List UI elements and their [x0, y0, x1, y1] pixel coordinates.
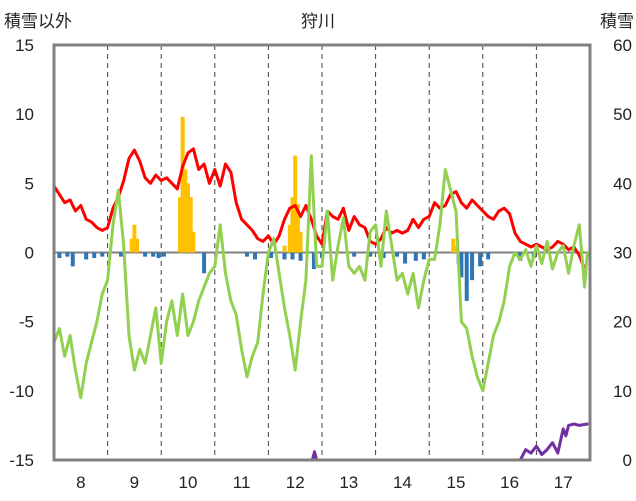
bar-s3-9 — [156, 252, 161, 259]
left-axis-label: 積雪以外 — [4, 12, 72, 31]
bar-s3-20 — [352, 252, 357, 257]
bar-s2-5 — [183, 169, 188, 253]
bar-s3-4 — [92, 252, 97, 259]
bar-s3-31 — [478, 252, 483, 267]
bar-s3-26 — [421, 252, 426, 260]
bar-s3-23 — [395, 252, 400, 257]
x-tick-label: 16 — [500, 473, 519, 492]
bar-s3-24 — [403, 252, 408, 264]
right-tick-label: 40 — [613, 174, 632, 193]
bar-s2-1 — [132, 224, 137, 253]
left-tick-label: -15 — [9, 451, 34, 470]
bar-s3-2 — [70, 252, 75, 267]
bar-s2-8 — [191, 231, 196, 253]
x-tick-label: 11 — [233, 473, 251, 492]
bar-s2-7 — [188, 197, 193, 253]
bar-s3-14 — [269, 252, 274, 259]
chart-title: 狩川 — [301, 12, 335, 31]
x-tick-label: 14 — [393, 473, 412, 492]
x-tick-label: 13 — [339, 473, 358, 492]
bar-s3-28 — [459, 252, 464, 278]
bar-s3-30 — [470, 252, 475, 281]
bar-s3-22 — [381, 252, 386, 259]
bar-s3-10 — [161, 252, 166, 257]
bar-s2-13 — [295, 204, 300, 253]
left-tick-label: -10 — [9, 382, 34, 401]
x-tick-label: 8 — [76, 473, 85, 492]
bar-s3-8 — [151, 252, 156, 257]
bar-s2-4 — [180, 116, 185, 253]
series-line-1 — [52, 154, 589, 400]
bar-s3-18 — [311, 252, 316, 270]
bar-s2-15 — [451, 238, 456, 253]
bar-s2-9 — [282, 245, 287, 253]
bar-s3-32 — [486, 252, 491, 260]
x-tick-label: 9 — [130, 473, 139, 492]
bar-s3-17 — [298, 252, 303, 261]
x-tick-label: 15 — [447, 473, 466, 492]
series-line-0 — [52, 147, 587, 271]
bar-s2-3 — [177, 197, 182, 253]
left-tick-label: -5 — [19, 313, 34, 332]
right-tick-label: 20 — [613, 313, 632, 332]
bar-s3-21 — [368, 252, 373, 257]
bar-s2-16 — [454, 245, 458, 253]
bar-s3-7 — [143, 252, 148, 257]
bar-s3-25 — [413, 252, 418, 261]
left-tick-label: 10 — [15, 105, 34, 124]
bar-s2-14 — [298, 231, 303, 253]
bar-s2-2 — [135, 238, 140, 253]
right-axis-label: 積雪 — [600, 12, 634, 31]
bar-s3-29 — [464, 252, 469, 301]
bar-s2-6 — [186, 183, 190, 253]
bar-s3-12 — [244, 252, 249, 257]
bar-s3-13 — [253, 252, 257, 260]
bar-s3-5 — [100, 252, 105, 257]
x-tick-label: 17 — [554, 473, 573, 492]
left-tick-label: 0 — [25, 244, 34, 263]
bar-s3-3 — [84, 252, 89, 260]
x-tick-label: 12 — [286, 473, 305, 492]
right-tick-label: 30 — [613, 244, 632, 263]
right-tick-label: 10 — [613, 382, 632, 401]
bar-s3-6 — [119, 252, 123, 257]
bar-s2-10 — [287, 224, 292, 253]
bar-s3-16 — [290, 252, 295, 260]
bar-s2-0 — [129, 238, 134, 253]
bar-s3-11 — [202, 252, 207, 274]
left-tick-label: 15 — [15, 36, 34, 55]
right-tick-label: 0 — [623, 451, 632, 470]
bar-s3-15 — [282, 252, 287, 260]
left-tick-label: 5 — [25, 174, 34, 193]
bar-s3-1 — [65, 252, 70, 257]
bar-s2-11 — [290, 197, 295, 253]
bar-s3-0 — [57, 252, 62, 259]
right-tick-label: 50 — [613, 105, 632, 124]
right-tick-label: 60 — [613, 36, 632, 55]
plot-frame — [52, 43, 592, 462]
series-line-4 — [52, 422, 589, 462]
x-tick-label: 10 — [179, 473, 198, 492]
